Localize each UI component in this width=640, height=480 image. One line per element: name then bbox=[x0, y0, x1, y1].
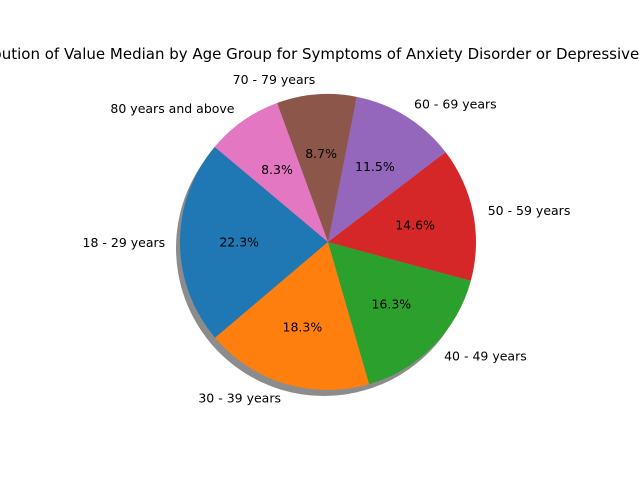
slice-percent-80-years-and-above: 8.3% bbox=[261, 162, 293, 177]
chart-title: Distribution of Value Median by Age Grou… bbox=[0, 45, 640, 63]
slice-label-50-59-years: 50 - 59 years bbox=[488, 203, 571, 218]
pie-labels: 18 - 29 years 22.3% 30 - 39 years 18.3% 40 -… bbox=[83, 72, 571, 405]
pie-slice-50-59-years bbox=[328, 152, 476, 281]
slice-percent-70-79-years: 8.7% bbox=[305, 146, 337, 161]
slice-label-30-39-years: 30 - 39 years bbox=[198, 390, 281, 405]
pie-slice-40-49-years bbox=[328, 242, 471, 385]
slice-percent-60-69-years: 11.5% bbox=[355, 159, 395, 174]
slice-label-80-years-and-above: 80 years and above bbox=[110, 101, 234, 116]
pie-slice-60-69-years bbox=[328, 96, 446, 242]
pie-slice-80-years-and-above bbox=[214, 103, 328, 242]
slice-label-40-49-years: 40 - 49 years bbox=[444, 349, 527, 364]
slice-percent-18-29-years: 22.3% bbox=[219, 235, 259, 250]
slice-percent-40-49-years: 16.3% bbox=[371, 297, 411, 312]
slice-percent-50-59-years: 14.6% bbox=[395, 217, 435, 232]
pie-slice-18-29-years bbox=[180, 146, 328, 338]
slice-label-18-29-years: 18 - 29 years bbox=[83, 235, 166, 250]
slice-percent-30-39-years: 18.3% bbox=[283, 320, 323, 335]
slice-label-70-79-years: 70 - 79 years bbox=[233, 72, 316, 87]
pie-slice-30-39-years bbox=[215, 242, 370, 390]
slice-label-60-69-years: 60 - 69 years bbox=[414, 96, 497, 111]
pie-slices bbox=[180, 93, 476, 390]
pie-slice-70-79-years bbox=[277, 93, 357, 242]
